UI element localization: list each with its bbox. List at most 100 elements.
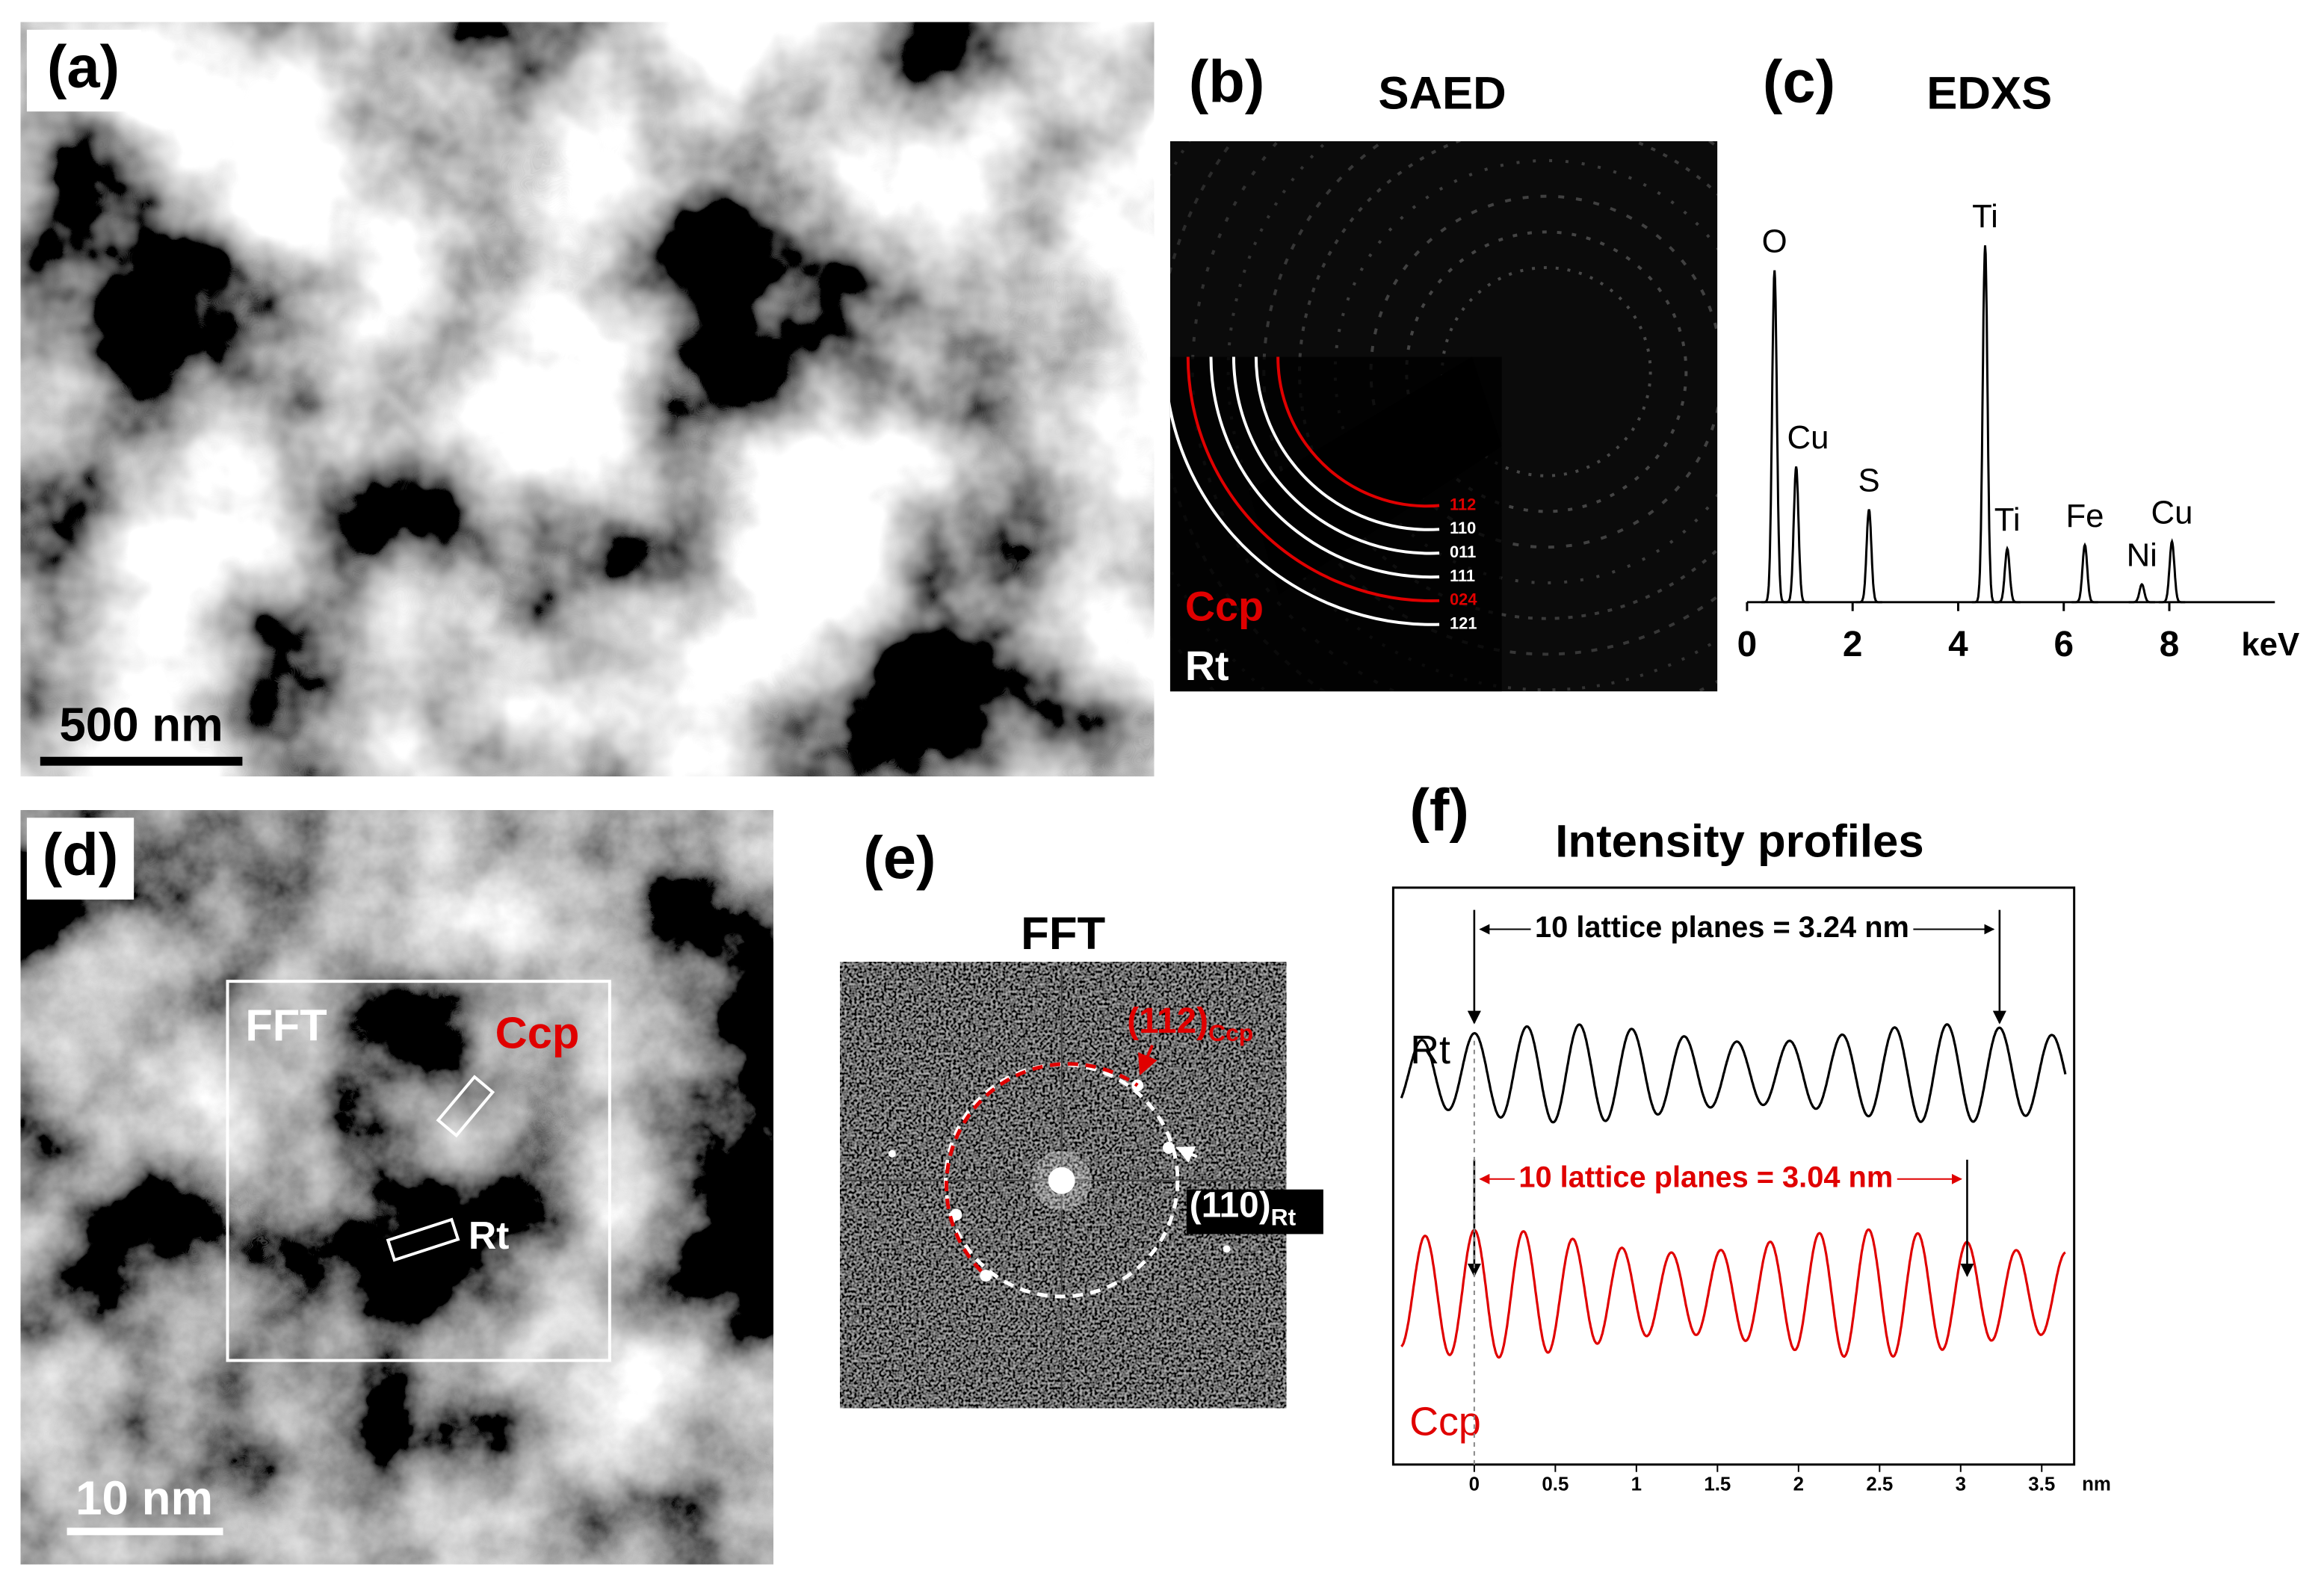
peak-label: Ti: [1994, 501, 2021, 538]
peak: [1971, 245, 1999, 604]
peak: [1994, 546, 2021, 604]
panel-label: (d): [43, 821, 119, 888]
indexed-rings: 112 110 011 111 024 121: [1169, 356, 1477, 632]
phase-labels: Ccp Rt: [469, 1008, 580, 1258]
peak-label: Cu: [2151, 494, 2193, 531]
x-tick-label: 2: [1843, 625, 1863, 664]
peak-label: Cu: [1787, 419, 1829, 456]
ring-index: 110: [1450, 519, 1476, 537]
spot-phase: Ccp: [1208, 1019, 1253, 1046]
spot: [1223, 1245, 1231, 1253]
profile-name: Rt: [1410, 1028, 1450, 1072]
peak: [1855, 509, 1882, 604]
micrograph-d: [20, 810, 773, 1565]
peak: [2158, 538, 2186, 604]
diffraction-ring: [1405, 230, 1688, 513]
ring-arc: [1186, 356, 1440, 602]
ring-arc: [1255, 356, 1440, 531]
x-tick-label: 1: [1631, 1474, 1642, 1495]
beam-stop: [1249, 356, 1502, 595]
peak-label: O: [1762, 223, 1787, 259]
panel-label: (b): [1189, 48, 1265, 114]
profile-name: Ccp: [1409, 1399, 1481, 1444]
panel-label: (f): [1409, 776, 1469, 843]
peak: [2071, 542, 2098, 604]
x-unit: nm: [2082, 1474, 2111, 1495]
spot: [888, 1150, 896, 1158]
region-box: [386, 1217, 460, 1262]
peak-label: Ni: [2127, 537, 2157, 574]
panel-label: (e): [863, 824, 936, 891]
spectrum: 0 2 4 6 8 keV O Cu S Ti Ti Fe Ni Cu: [1737, 198, 2300, 664]
peak-label: S: [1858, 462, 1879, 498]
peak: [1782, 466, 1810, 604]
panel-title: Intensity profiles: [1555, 815, 1923, 867]
panel-title: EDXS: [1926, 68, 2052, 120]
diffraction-ring: [1369, 194, 1718, 549]
phase-label: Rt: [1185, 643, 1229, 689]
region-box: [436, 1075, 495, 1138]
ring-arc: [1276, 356, 1440, 508]
plot-frame: [1391, 886, 2076, 1466]
x-tick-label: 0.5: [1542, 1474, 1569, 1495]
x-unit: keV: [2241, 626, 2299, 663]
box-label: FFT: [245, 1001, 327, 1051]
spot: [1131, 1079, 1144, 1092]
span-annotation: 10 lattice planes = 3.24 nm: [1535, 911, 1909, 944]
label-box: [26, 29, 142, 112]
profile-curve: [1400, 1023, 2067, 1124]
ring-index: 121: [1450, 614, 1477, 632]
label-box: [26, 818, 135, 900]
span-annotation: 10 lattice planes = 3.04 nm: [1518, 1161, 1893, 1193]
spot-index: (112): [1127, 1001, 1208, 1040]
x-tick-label: 4: [1948, 625, 1968, 664]
x-tick-label: 3: [1956, 1474, 1966, 1495]
spot-phase: Rt: [1271, 1204, 1297, 1231]
x-tick-label: 6: [2053, 625, 2074, 664]
center-spot: [1048, 1167, 1075, 1194]
peak: [2128, 582, 2155, 604]
x-tick-label: 2.5: [1866, 1474, 1893, 1495]
ring-rt: [944, 1063, 1180, 1299]
diffraction-ring: [1441, 266, 1652, 478]
phase-label: Rt: [469, 1214, 510, 1257]
scale-bar-label: 10 nm: [75, 1471, 213, 1524]
x-tick-label: 3.5: [2028, 1474, 2055, 1495]
peak-label: Fe: [2065, 498, 2104, 534]
spot-labels: (112)Ccp (110)Rt: [1127, 1001, 1296, 1230]
pointer: [1175, 1146, 1198, 1163]
ring-ccp: [945, 1062, 1139, 1273]
panel-title: FFT: [1021, 908, 1105, 960]
phase-label: Ccp: [1185, 583, 1264, 629]
scale-bar-label: 500 nm: [59, 699, 223, 752]
ring-arc: [1169, 401, 1440, 626]
x-tick-label: 1.5: [1704, 1474, 1731, 1495]
pointer: [1138, 1044, 1158, 1076]
spot-label: (110)Rt: [1190, 1185, 1297, 1231]
ring-index: 112: [1450, 495, 1476, 513]
spot-label: (112)Ccp: [1127, 1001, 1253, 1046]
spot: [1162, 1142, 1175, 1154]
x-tick-label: 2: [1793, 1474, 1804, 1495]
profile-curve: [1400, 1228, 2066, 1359]
center-glow: [1031, 1150, 1092, 1211]
fft-box: [226, 980, 611, 1362]
spot-index: (110): [1190, 1185, 1271, 1225]
ring-index: 024: [1450, 590, 1477, 609]
profiles: 0 0.5 1 1.5 2 2.5 3 3.5 nm Rt 10 lattice planes = …: [1400, 905, 2111, 1495]
ring-arc: [1232, 356, 1440, 555]
label-box: [1186, 1189, 1323, 1235]
peak: [1761, 270, 1788, 604]
panel-label: (a): [47, 34, 120, 100]
ring-index: 111: [1450, 566, 1475, 585]
phase-label: Ccp: [495, 1008, 580, 1058]
ring-index: 011: [1450, 543, 1476, 561]
x-tick-label: 0: [1469, 1474, 1480, 1495]
x-tick-label: 0: [1737, 625, 1758, 664]
panel-title: SAED: [1378, 68, 1506, 120]
micrograph-a: [20, 22, 1155, 776]
peak-label: Ti: [1972, 198, 1998, 235]
ring-arc: [1209, 356, 1440, 579]
